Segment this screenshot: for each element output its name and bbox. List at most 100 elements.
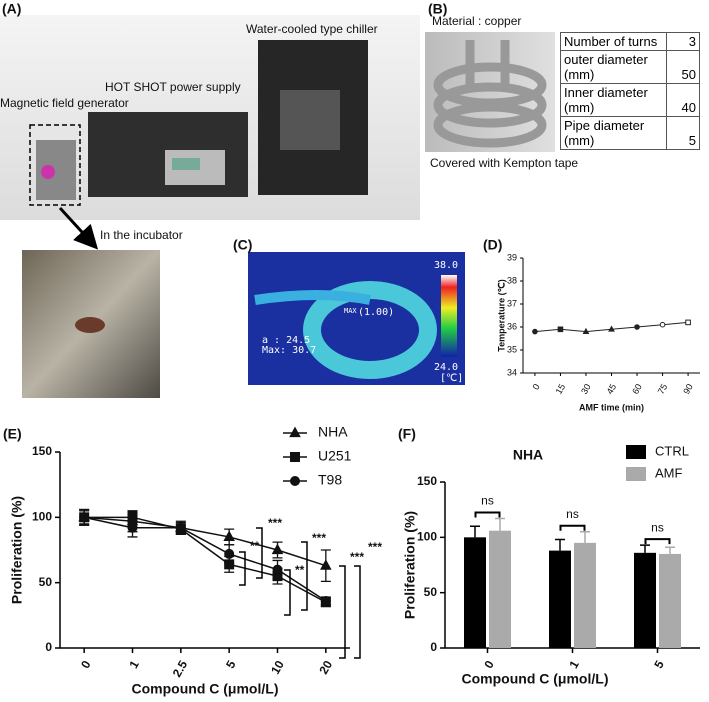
label: NHA	[318, 424, 348, 440]
label: Compound C (μmol/L)	[462, 671, 609, 687]
label: **	[250, 539, 260, 553]
marker	[79, 512, 90, 523]
label: CTRL	[655, 443, 689, 458]
chiller-panel	[280, 90, 340, 150]
bracket	[559, 524, 586, 531]
thermal-scale	[441, 275, 457, 357]
marker	[127, 522, 138, 533]
power-display	[172, 158, 200, 170]
label: AMF time (min)	[579, 402, 644, 412]
bracket	[284, 569, 291, 616]
table-cell: 40	[666, 83, 700, 117]
label: ***	[268, 516, 282, 530]
label: 2.5	[170, 658, 191, 680]
label: 10	[268, 658, 287, 677]
label: Water-cooled type chiller	[246, 22, 378, 36]
table-row: outer diameter (mm) 50	[560, 50, 700, 84]
error-bar	[665, 546, 675, 554]
error-bar	[555, 538, 565, 551]
label: 34	[507, 367, 517, 377]
label: T98	[318, 472, 342, 488]
label: 100	[417, 530, 437, 544]
label: ns	[481, 494, 494, 508]
label: ns	[651, 520, 664, 534]
bracket	[354, 565, 361, 659]
bracket	[239, 551, 246, 586]
label: 39	[507, 252, 517, 262]
label: 0	[78, 658, 94, 671]
marker	[175, 522, 186, 533]
marker	[320, 595, 331, 606]
marker	[608, 325, 615, 332]
generator-coil	[41, 165, 55, 179]
marker	[320, 559, 332, 570]
label: MAX	[344, 307, 357, 315]
table-cell: 50	[666, 50, 700, 84]
marker	[223, 530, 235, 542]
table-cell: Inner diameter (mm)	[560, 83, 667, 117]
line	[84, 516, 327, 602]
label: Max: 30.7	[262, 345, 316, 356]
label: Covered with Kempton tape	[430, 156, 578, 170]
marker	[582, 327, 590, 334]
table-cell: outer diameter (mm)	[560, 50, 667, 84]
line	[84, 516, 327, 603]
line	[84, 516, 327, 567]
label: ***	[350, 550, 364, 564]
label: 150	[417, 474, 437, 488]
marker	[224, 548, 235, 559]
table-row: Number of turns 3	[560, 32, 700, 51]
table-cell: Pipe diameter (mm)	[560, 116, 667, 150]
label: (D)	[483, 237, 502, 253]
label: a : 24.5	[262, 335, 310, 346]
bracket	[339, 565, 346, 659]
legend-marker	[289, 426, 301, 438]
table-row: Inner diameter (mm) 40	[560, 83, 700, 117]
label: (B)	[428, 1, 447, 17]
label: ***	[312, 531, 326, 545]
label: **	[295, 563, 305, 577]
bar	[489, 530, 511, 648]
legend-marker	[290, 476, 300, 486]
legend-swatch	[626, 445, 646, 459]
marker	[634, 324, 640, 330]
label: AMF	[655, 465, 683, 480]
label: (A)	[2, 1, 21, 17]
bar	[549, 550, 571, 648]
label: 60	[630, 382, 644, 396]
label: 1	[566, 658, 582, 671]
bar	[574, 542, 596, 648]
axis	[522, 258, 700, 374]
label: 100	[32, 510, 52, 524]
label: (C)	[233, 237, 252, 253]
label: 15	[554, 382, 568, 396]
label: Proliferation (%)	[9, 496, 25, 604]
label: 75	[656, 382, 670, 396]
label: (E)	[3, 426, 22, 442]
label: Temperature (℃)	[496, 279, 506, 351]
bracket	[301, 541, 308, 611]
legend-marker	[290, 452, 300, 462]
label: 90	[681, 382, 695, 396]
legend-swatch	[626, 467, 646, 481]
label: (1.00)	[358, 307, 394, 318]
label: 45	[605, 382, 619, 396]
label: 0	[45, 640, 52, 654]
label: U251	[318, 448, 352, 464]
marker	[272, 564, 283, 575]
table-cell: 3	[666, 32, 700, 51]
label: 20	[316, 658, 335, 677]
label: 37	[507, 298, 517, 308]
marker	[271, 543, 284, 555]
error-bar	[580, 531, 590, 543]
label: 1	[126, 658, 142, 671]
label: Material : copper	[432, 14, 521, 28]
arrow	[58, 206, 99, 250]
marker	[557, 326, 564, 333]
bar	[464, 537, 486, 648]
bar	[634, 552, 656, 648]
label: ***	[368, 540, 382, 554]
label: 5	[651, 658, 667, 671]
